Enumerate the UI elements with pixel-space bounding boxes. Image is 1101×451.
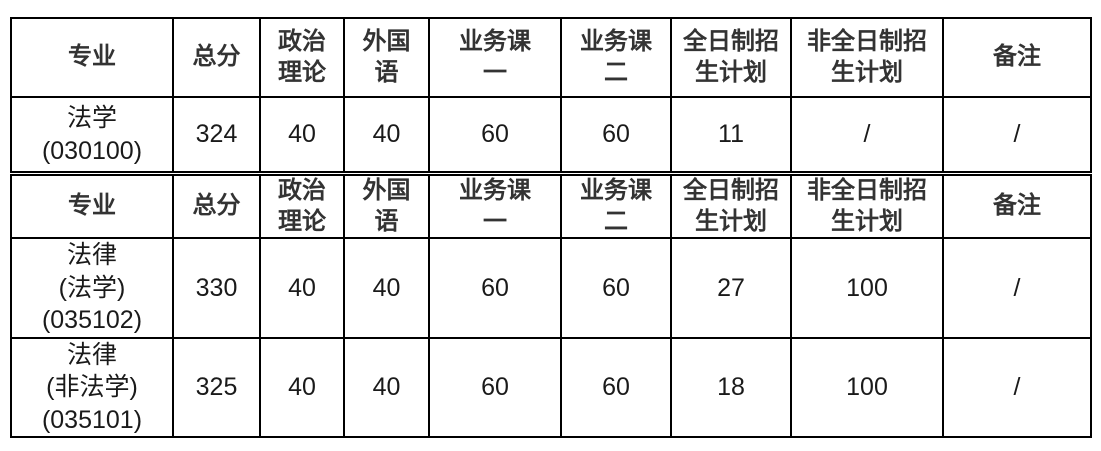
table-row-law-juris-035102: 法律 (法学) (035102) 330 40 40 60 60 27 100 … [10, 237, 1092, 339]
cell-remarks: / [942, 237, 1092, 339]
cell-foreign-lang: 40 [343, 237, 430, 339]
cell-foreign-lang: 40 [343, 336, 430, 439]
cell-total-score: 330 [172, 237, 261, 339]
cell-fulltime-plan: 18 [670, 336, 792, 439]
header-row: 专业 总分 政治 理论 外国 语 业务课 一 业务课 二 全日制招 生计划 非全… [10, 173, 1092, 240]
cell-course-one: 60 [428, 237, 562, 339]
header-cell-remarks: 备注 [942, 173, 1092, 240]
cell-major: 法律 (法学) (035102) [10, 237, 174, 339]
score-tables-container: 专业 总分 政治 理论 外国 语 业务课 一 业务课 二 全日制招 生计划 非全… [10, 17, 1092, 439]
header-cell-course-one: 业务课 一 [428, 17, 562, 98]
score-table-section-1: 专业 总分 政治 理论 外国 语 业务课 一 业务课 二 全日制招 生计划 非全… [10, 17, 1092, 173]
cell-parttime-plan: 100 [790, 237, 944, 339]
cell-politics: 40 [259, 237, 345, 339]
header-cell-course-two: 业务课 二 [560, 173, 672, 240]
cell-parttime-plan: / [790, 96, 944, 173]
cell-total-score: 325 [172, 336, 261, 439]
cell-course-one: 60 [428, 336, 562, 439]
header-cell-total-score: 总分 [172, 17, 261, 98]
header-cell-foreign-lang: 外国 语 [343, 173, 430, 240]
header-cell-major: 专业 [10, 17, 174, 98]
cell-parttime-plan: 100 [790, 336, 944, 439]
table-row-law-030100: 法学 (030100) 324 40 40 60 60 11 / / [10, 96, 1092, 173]
header-cell-fulltime-plan: 全日制招 生计划 [670, 17, 792, 98]
header-cell-parttime-plan: 非全日制招 生计划 [790, 17, 944, 98]
header-cell-course-two: 业务课 二 [560, 17, 672, 98]
table-row-law-nonjuris-035101: 法律 (非法学) (035101) 325 40 40 60 60 18 100… [10, 336, 1092, 439]
header-cell-total-score: 总分 [172, 173, 261, 240]
header-cell-course-one: 业务课 一 [428, 173, 562, 240]
cell-major: 法律 (非法学) (035101) [10, 336, 174, 439]
header-cell-foreign-lang: 外国 语 [343, 17, 430, 98]
cell-remarks: / [942, 336, 1092, 439]
cell-course-two: 60 [560, 96, 672, 173]
cell-major: 法学 (030100) [10, 96, 174, 173]
cell-course-one: 60 [428, 96, 562, 173]
header-cell-major: 专业 [10, 173, 174, 240]
header-cell-politics: 政治 理论 [259, 173, 345, 240]
cell-course-two: 60 [560, 336, 672, 439]
cell-politics: 40 [259, 336, 345, 439]
cell-foreign-lang: 40 [343, 96, 430, 173]
header-cell-politics: 政治 理论 [259, 17, 345, 98]
score-table-section-2: 专业 总分 政治 理论 外国 语 业务课 一 业务课 二 全日制招 生计划 非全… [10, 173, 1092, 439]
header-cell-remarks: 备注 [942, 17, 1092, 98]
header-cell-fulltime-plan: 全日制招 生计划 [670, 173, 792, 240]
header-cell-parttime-plan: 非全日制招 生计划 [790, 173, 944, 240]
cell-total-score: 324 [172, 96, 261, 173]
header-row: 专业 总分 政治 理论 外国 语 业务课 一 业务课 二 全日制招 生计划 非全… [10, 17, 1092, 98]
cell-remarks: / [942, 96, 1092, 173]
cell-fulltime-plan: 27 [670, 237, 792, 339]
cell-course-two: 60 [560, 237, 672, 339]
cell-fulltime-plan: 11 [670, 96, 792, 173]
cell-politics: 40 [259, 96, 345, 173]
